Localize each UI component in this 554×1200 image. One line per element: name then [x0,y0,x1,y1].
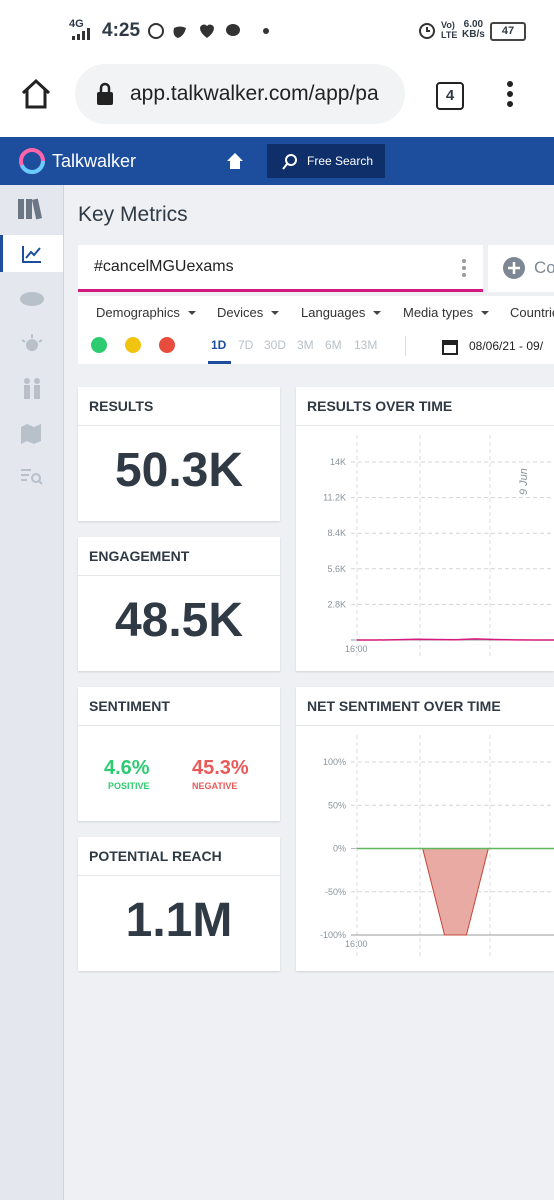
chart-title: NET SENTIMENT OVER TIME [307,698,501,714]
active-range-underline [208,361,231,364]
active-nav[interactable] [0,235,63,272]
sentiment-filter[interactable] [91,336,181,354]
library-icon[interactable] [16,197,46,221]
net-speed: 6.00 KB/s [462,20,485,40]
search-icon [282,154,297,170]
battery: 47 [490,22,526,41]
search-list-icon[interactable] [20,467,44,487]
date-annotation: 9 Jun [518,468,530,495]
range-option[interactable]: 13M [354,338,378,352]
page-title: Key Metrics [78,203,188,226]
speed-value: 6.00 [463,19,484,30]
chart: -100% -50% 0% 50% 100% 16:00 [320,735,554,957]
line [357,638,554,641]
url-text: app.talkwalker.com/app/pa [130,82,379,105]
browser-bar: app.talkwalker.com/app/pa 4 [0,60,554,137]
sentiment-title: SENTIMENT [89,698,170,714]
influencer-icon[interactable] [20,333,44,357]
free-search-label: Free Search [307,154,374,168]
y-tick-label: -100% [320,930,346,940]
query-menu[interactable] [461,258,467,278]
alarm-icon [419,23,435,39]
range-option[interactable]: 30D [264,338,287,352]
positive-label: POSITIVE [108,781,150,791]
chart-card: NET SENTIMENT OVER TIME -100% -50% 0% 50% 10… [296,687,554,971]
y-tick-label: -50% [325,887,346,897]
y-tick-label: 2.8K [327,599,346,609]
metric-title: RESULTS [89,398,154,414]
separator [296,425,554,426]
x-tick-label: 16:00 [345,644,368,654]
negative-label: NEGATIVE [192,781,238,791]
metric-value: 50.3K [114,444,244,497]
logo [19,148,45,174]
free-search-button[interactable]: Free Search [267,144,385,178]
x-tick-label: 16:00 [345,939,368,949]
date-range[interactable]: 08/06/21 - 09/ [469,339,544,353]
add-icon [503,257,525,279]
filter-dropdown[interactable]: Countrie [510,305,554,320]
map-icon[interactable] [20,423,42,445]
chart: 2.8K 5.6K 8.4K 11.2K 14K 16:00 9 Jun [323,435,554,657]
y-tick-label: 0% [333,844,346,854]
signal-icon [72,28,90,40]
brand: Talkwalker [52,151,137,171]
calendar-icon[interactable] [442,338,458,355]
volte: Vo) LTE [441,20,458,40]
query-tab[interactable]: #cancelMGUexams [78,245,483,292]
network: 4G [69,18,84,30]
home-nav[interactable] [226,152,244,170]
query-text: #cancelMGUexams [94,258,234,275]
filter-dropdown[interactable]: Languages [301,305,381,320]
status-bar: 4G 4:25 Vo) LTE 6.00 KB/s 47 [0,0,554,60]
filter-dropdown[interactable]: Demographics [96,305,196,320]
range-option[interactable]: 6M [325,338,342,352]
speed-unit: KB/s [462,29,485,40]
tab-count[interactable]: 4 [436,82,464,110]
y-tick-label: 100% [323,757,346,767]
cloud-icon[interactable] [18,288,46,308]
separator [296,725,554,726]
metric-card: ENGAGEMENT 48.5K [78,537,280,671]
separator [78,425,280,426]
url-bar[interactable]: app.talkwalker.com/app/pa [75,64,405,124]
app-header: Talkwalker Free Search [0,137,554,185]
metric-card: POTENTIAL REACH 1.1M [78,837,280,971]
metric-title: POTENTIAL REACH [89,848,222,864]
menu-button[interactable] [505,80,515,110]
separator [78,875,280,876]
range-option[interactable]: 3M [297,338,314,352]
filter-dropdown[interactable]: Media types [403,305,489,320]
y-tick-label: 50% [328,800,346,810]
y-tick-label: 8.4K [327,528,346,538]
metric-value: 48.5K [114,594,244,647]
sidebar [0,185,64,1200]
divider [405,336,406,356]
y-tick-label: 11.2K [323,493,346,503]
range-option[interactable]: 1D [211,338,227,352]
metric-card: RESULTS 50.3K [78,387,280,521]
y-tick-label: 5.6K [327,564,346,574]
range-option[interactable]: 7D [238,338,254,352]
sentiment-card: SENTIMENT 4.6% POSITIVE 45.3% NEGATIVE [78,687,280,821]
add-query-tab[interactable]: Co [488,245,554,292]
notification-icons [148,23,269,39]
lock-icon [97,82,113,105]
clock: 4:25 [102,20,141,41]
y-tick-label: 14K [330,457,346,467]
separator [78,575,280,576]
chart-card: RESULTS OVER TIME 2.8K 5.6K 8.4K 11.2K 14K 16… [296,387,554,671]
metric-value: 1.1M [125,894,233,947]
metric-title: ENGAGEMENT [89,548,190,564]
people-icon[interactable] [22,378,42,400]
add-query-text: Co [534,258,554,277]
negative-value: 45.3% [192,757,249,779]
separator [78,725,280,726]
filter-dropdown[interactable]: Devices [217,305,279,320]
chart-title: RESULTS OVER TIME [307,398,453,414]
home-button[interactable] [20,78,52,110]
positive-value: 4.6% [104,757,150,779]
analytics-icon [22,246,41,263]
